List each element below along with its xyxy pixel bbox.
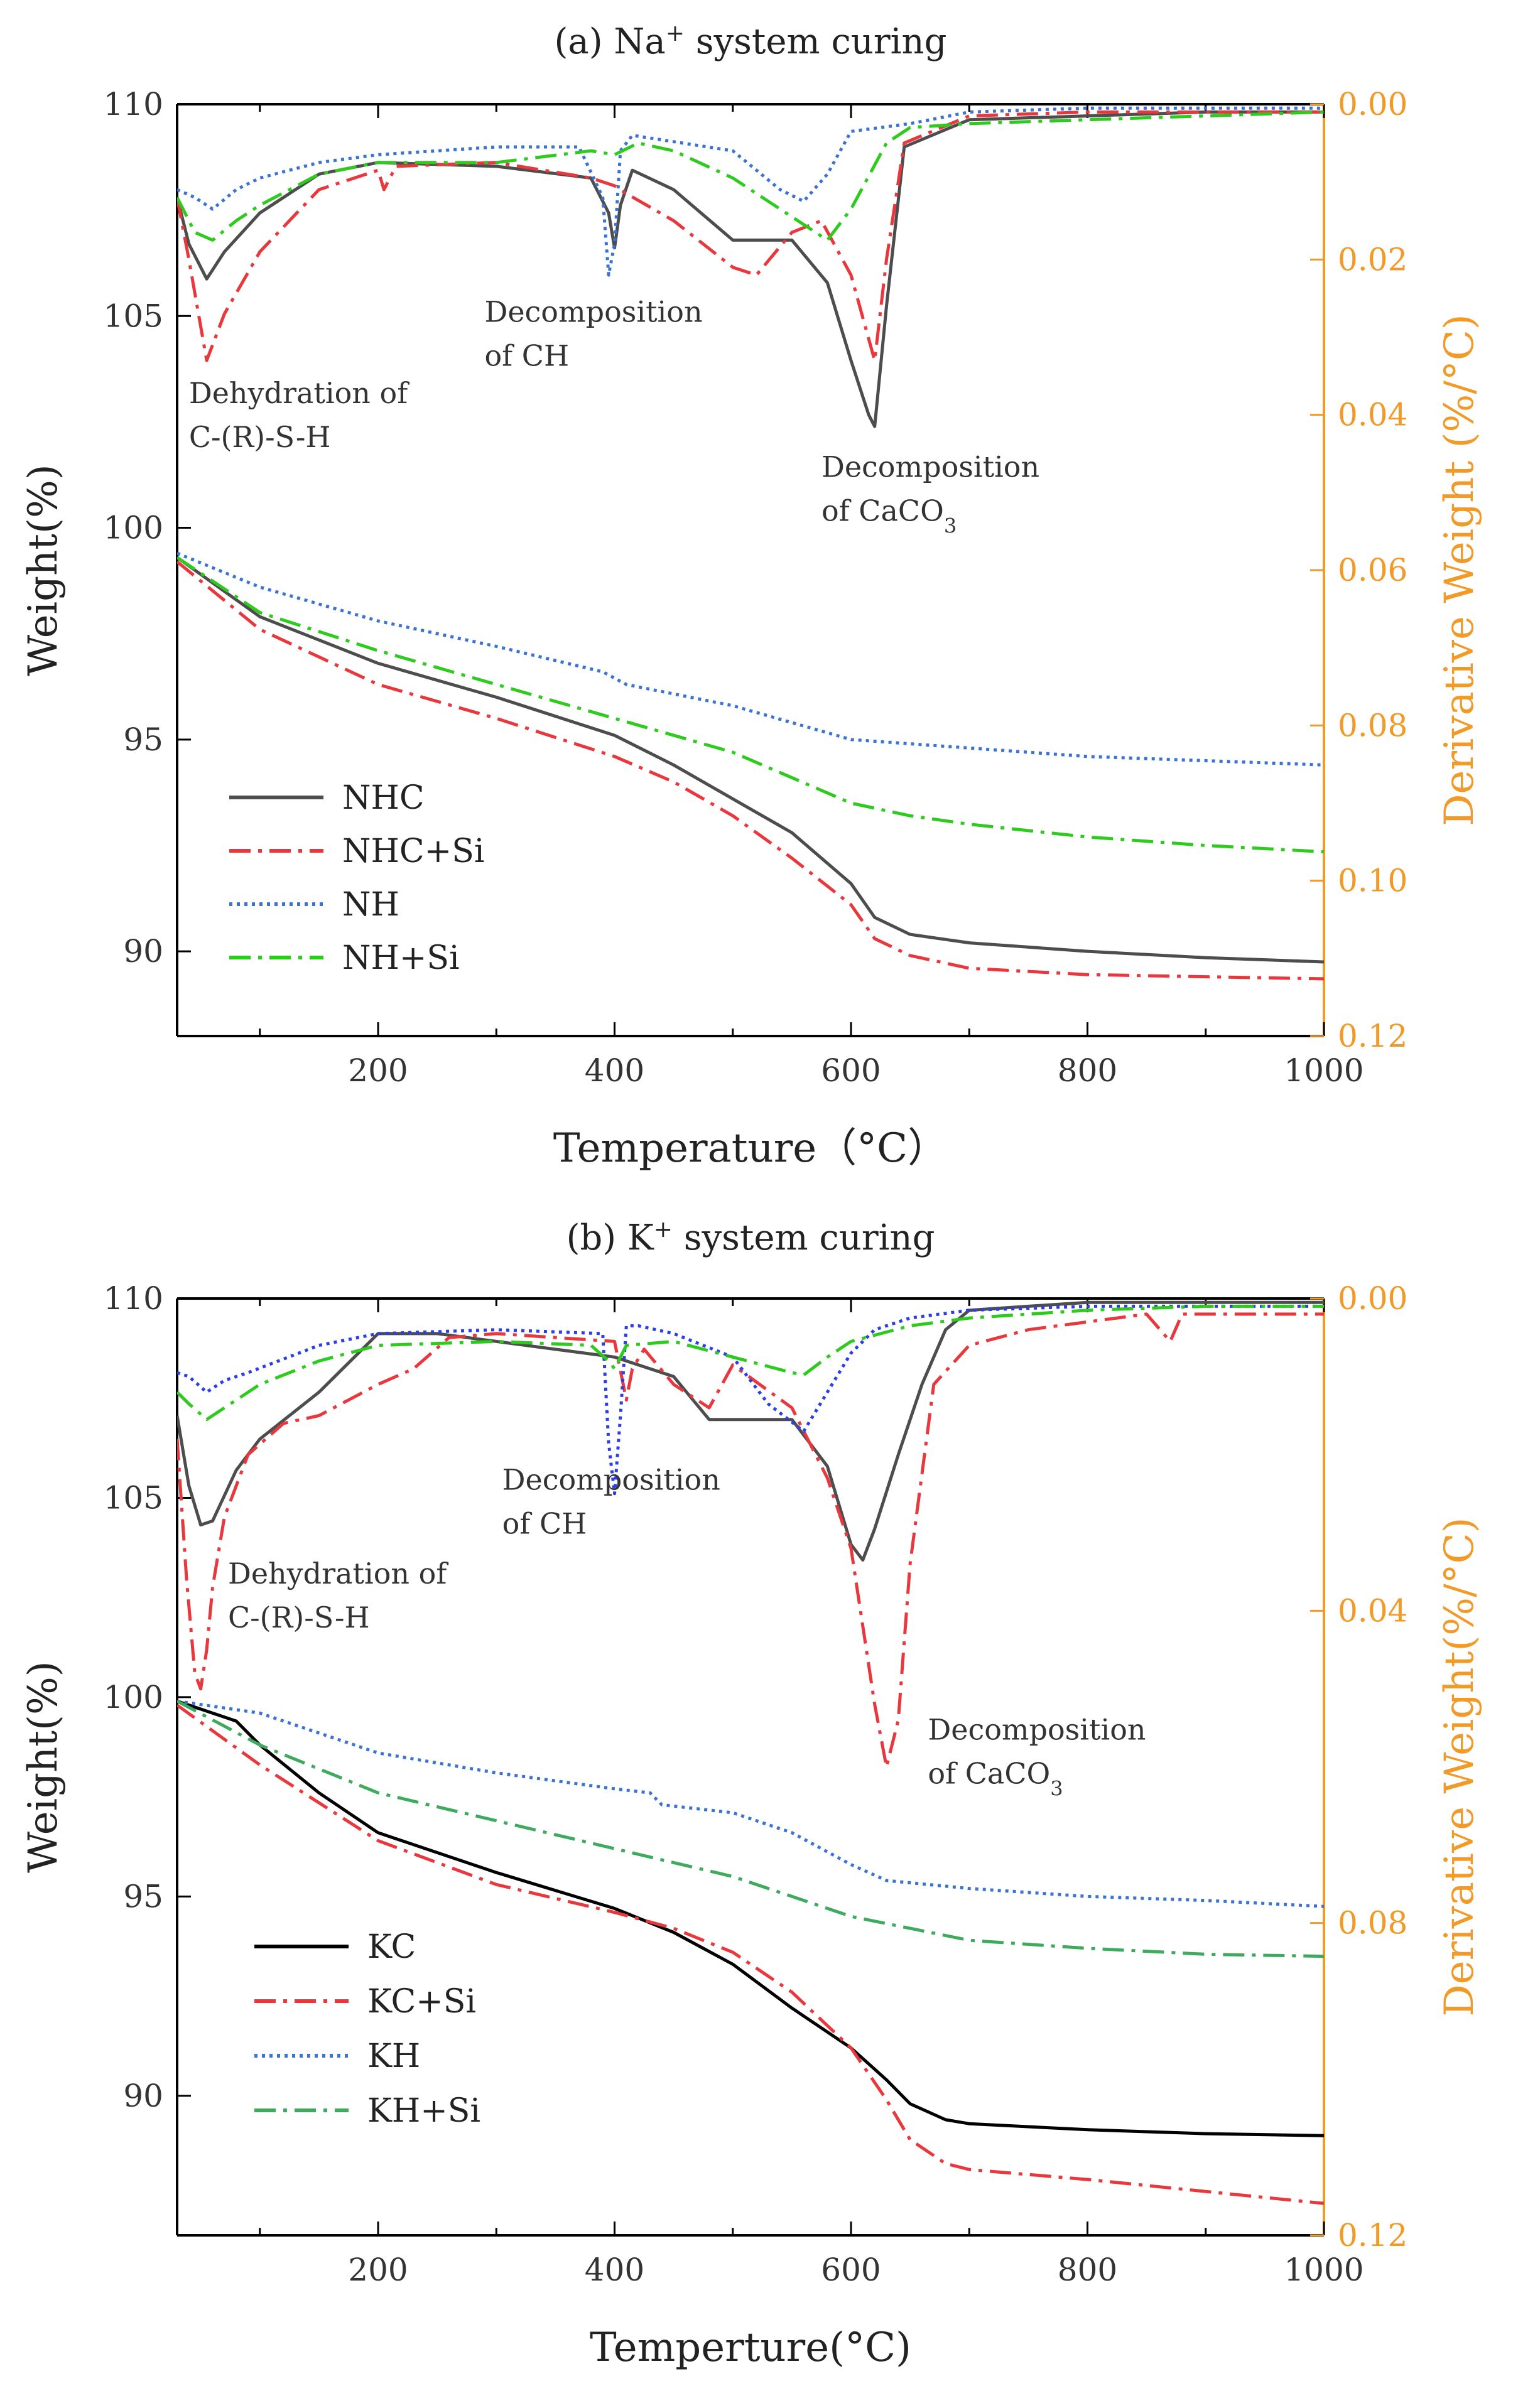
chart-panel-b: (b) K+ system curing 200 400 600 800 1000 90 95… bbox=[20, 1217, 1483, 2372]
x-tick-label: 1000 bbox=[1284, 1052, 1363, 1089]
series-line-kc-dtg bbox=[177, 1300, 1324, 1562]
y-left-tick-label: 95 bbox=[123, 721, 163, 758]
legend: KC KC+Si KH KH+Si bbox=[254, 1928, 480, 2130]
x-tick-label: 800 bbox=[1058, 1052, 1117, 1089]
series-line-nhc-plus-si-dtg bbox=[177, 110, 1324, 362]
y-right-tick-label: 0.00 bbox=[1338, 86, 1407, 122]
y-left-tick-label: 105 bbox=[104, 298, 163, 334]
y-left-tick-label: 95 bbox=[123, 1878, 163, 1914]
x-tick-label: 200 bbox=[348, 1052, 408, 1089]
legend-entry: NHC bbox=[342, 779, 425, 817]
legend-entry: NHC+Si bbox=[342, 833, 484, 870]
series-line-nhc-dtg bbox=[177, 110, 1324, 428]
y-left-tick-label: 100 bbox=[104, 510, 163, 546]
x-tick-label: 600 bbox=[821, 1052, 881, 1089]
y-left-tick-label: 90 bbox=[123, 2078, 163, 2114]
series-line-kh-plus-si-dtg bbox=[177, 1304, 1324, 1422]
x-tick-label: 1000 bbox=[1284, 2252, 1363, 2288]
y-left-tick-label: 100 bbox=[104, 1679, 163, 1715]
annotation: Decomposition of CaCO3 bbox=[821, 450, 1039, 538]
annotation-subscript: 3 bbox=[1050, 1776, 1063, 1800]
series-line-nh-plus-si bbox=[177, 556, 1324, 854]
series-line-kh-dtg bbox=[177, 1304, 1324, 1496]
y-right-tick-label: 0.10 bbox=[1338, 863, 1407, 899]
series-line-kc-plus-si-dtg bbox=[177, 1312, 1324, 1769]
chart-title-rest: system curing bbox=[685, 21, 946, 62]
annotation: Decomposition of CaCO3 bbox=[928, 1712, 1146, 1800]
series-line-nhc bbox=[177, 556, 1324, 964]
annotation-line2: of CH bbox=[484, 338, 569, 372]
x-axis-label: Temperture(°C) bbox=[590, 2324, 911, 2371]
annotation-line2: of CaCO bbox=[928, 1756, 1050, 1790]
annotation-line1: Decomposition bbox=[502, 1463, 720, 1497]
y-right-tick-label: 0.12 bbox=[1338, 1018, 1407, 1054]
chart-title: (b) K+ system curing bbox=[567, 1217, 935, 1259]
annotation-line1: Decomposition bbox=[484, 294, 702, 328]
x-tick-label: 800 bbox=[1058, 2252, 1117, 2288]
y-left-tick-label: 110 bbox=[104, 86, 163, 122]
annotation-subscript: 3 bbox=[944, 514, 957, 538]
annotation-line2: of CaCO bbox=[821, 494, 944, 528]
y-right-tick-label: 0.06 bbox=[1338, 552, 1407, 588]
y-right-tick-label: 0.08 bbox=[1338, 1905, 1407, 1941]
y-right-tick-label: 0.04 bbox=[1338, 1592, 1407, 1629]
annotation: Decomposition of CH bbox=[502, 1463, 720, 1541]
y-left-tick-label: 90 bbox=[123, 933, 163, 969]
legend-entry: KC bbox=[367, 1928, 416, 1966]
y-left-tick-label: 105 bbox=[104, 1479, 163, 1516]
series-line-nh-dtg bbox=[177, 106, 1324, 277]
legend-entry: KC+Si bbox=[367, 1983, 476, 2021]
annotation-line2: C-(R)-S-H bbox=[228, 1601, 370, 1634]
legend-entry: NH+Si bbox=[342, 939, 460, 977]
annotation: Dehydration of C-(R)-S-H bbox=[228, 1557, 448, 1634]
x-tick-label: 400 bbox=[585, 1052, 644, 1089]
x-tick-label: 200 bbox=[348, 2252, 408, 2288]
annotation-line2: C-(R)-S-H bbox=[189, 420, 331, 454]
series-line-kh bbox=[177, 1699, 1324, 1908]
series-line-nh bbox=[177, 551, 1324, 767]
chart-title-superscript: + bbox=[666, 21, 685, 46]
series-line-kh-plus-si bbox=[177, 1699, 1324, 1958]
y-right-tick-label: 0.02 bbox=[1338, 241, 1407, 278]
legend-entry: NH bbox=[342, 886, 399, 924]
y-axis-label-left: Weight(%) bbox=[20, 1661, 67, 1873]
x-axis-label: Temperature（°C） bbox=[553, 1125, 948, 1172]
annotation: Dehydration of C-(R)-S-H bbox=[189, 376, 409, 454]
chart-panel-a: (a) Na+ system curing 200 400 600 800 1000 90 9… bbox=[20, 21, 1483, 1172]
chart-title-main: (a) Na bbox=[555, 21, 666, 62]
x-tick-label: 400 bbox=[585, 2252, 644, 2288]
legend-entry: KH bbox=[367, 2038, 420, 2075]
y-axis-label-right: Derivative Weight(%/°C) bbox=[1436, 1517, 1483, 2016]
y-right-tick-label: 0.08 bbox=[1338, 707, 1407, 743]
chart-title-superscript: + bbox=[654, 1217, 673, 1243]
annotation-line1: Dehydration of bbox=[228, 1557, 448, 1590]
series-line-kc bbox=[177, 1699, 1324, 2137]
annotation-line2: of CH bbox=[502, 1507, 587, 1541]
x-tick-label: 600 bbox=[821, 2252, 881, 2288]
y-axis-label-right: Derivative Weight (%/°C) bbox=[1436, 314, 1483, 826]
series-line-kc-plus-si bbox=[177, 1703, 1324, 2205]
y-left-tick-label: 110 bbox=[104, 1280, 163, 1317]
y-right-tick-label: 0.12 bbox=[1338, 2217, 1407, 2254]
legend-entry: KH+Si bbox=[367, 2092, 480, 2130]
chart-title: (a) Na+ system curing bbox=[555, 21, 947, 63]
annotation: Decomposition of CH bbox=[484, 294, 702, 372]
y-right-tick-label: 0.00 bbox=[1338, 1280, 1407, 1317]
series-line-nhc-plus-si bbox=[177, 560, 1324, 981]
chart-title-rest: system curing bbox=[673, 1217, 935, 1258]
legend: NHC NHC+Si NH NH+Si bbox=[229, 779, 484, 977]
y-axis-label-left: Weight(%) bbox=[20, 464, 67, 676]
chart-title-main: (b) K bbox=[567, 1217, 654, 1258]
annotation-line1: Dehydration of bbox=[189, 376, 409, 410]
annotation-line1: Decomposition bbox=[821, 450, 1039, 484]
y-right-tick-label: 0.04 bbox=[1338, 397, 1407, 433]
series-line-nh-plus-si-dtg bbox=[177, 110, 1324, 242]
annotation-line1: Decomposition bbox=[928, 1712, 1146, 1746]
